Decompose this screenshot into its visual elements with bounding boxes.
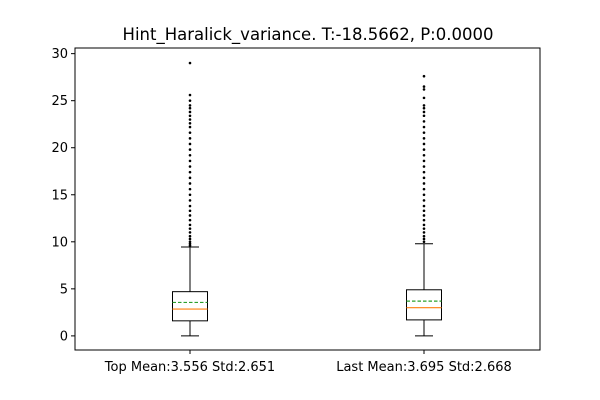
outlier-point — [188, 131, 192, 134]
outlier-point — [188, 148, 192, 151]
outlier-point — [422, 187, 426, 191]
outlier-point — [188, 193, 192, 197]
outlier-point — [422, 234, 426, 238]
outlier-point — [422, 137, 426, 140]
outlier-point — [422, 153, 426, 157]
y-tick-label: 0 — [60, 329, 68, 344]
outlier-point — [422, 199, 426, 202]
outlier-point — [422, 218, 426, 222]
outlier-point — [422, 96, 426, 100]
outlier-point — [188, 142, 192, 146]
plot-area: 0 5 10 15 20 25 30 Top Mean:3.556 Std:2.651 Last… — [51, 47, 541, 375]
outlier-point — [188, 159, 192, 163]
y-tick-label: 30 — [51, 47, 68, 62]
y-tick-label: 10 — [51, 235, 68, 250]
outlier-point — [422, 106, 426, 110]
outlier-point — [422, 142, 426, 146]
outlier-point — [188, 61, 192, 65]
outlier-point — [188, 214, 192, 217]
outlier-point — [422, 148, 426, 151]
outlier-point — [422, 182, 426, 185]
outlier-point — [422, 204, 426, 208]
outlier-point — [422, 231, 426, 234]
chart-title: Hint_Haralick_variance. T:-18.5662, P:0.… — [123, 25, 494, 45]
outlier-point — [422, 193, 426, 197]
outlier-point — [188, 231, 192, 234]
iqr-box — [406, 289, 442, 321]
outlier-point — [188, 170, 192, 174]
outlier-point — [422, 237, 426, 241]
outlier-point — [188, 121, 192, 125]
outlier-point — [188, 93, 192, 97]
outlier-point — [188, 182, 192, 185]
outlier-point — [422, 74, 426, 78]
outlier-point — [422, 176, 426, 180]
outlier-point — [422, 125, 426, 129]
outlier-point — [188, 234, 192, 238]
outlier-point — [422, 88, 426, 91]
outlier-point — [188, 125, 192, 129]
outlier-point — [422, 104, 426, 107]
outlier-point — [188, 223, 192, 227]
iqr-box — [172, 291, 208, 322]
outlier-point — [422, 131, 426, 134]
outlier-point — [188, 240, 192, 244]
outlier-point — [188, 227, 192, 230]
x-tick-label: Top Mean:3.556 Std:2.651 — [104, 360, 275, 375]
x-tick-label: Last Mean:3.695 Std:2.668 — [336, 360, 512, 375]
outlier-point — [188, 99, 192, 102]
outlier-point — [422, 85, 426, 88]
outlier-point — [188, 209, 192, 213]
outlier-point — [188, 244, 192, 247]
outlier-point — [188, 104, 192, 107]
outlier-point — [422, 159, 426, 163]
outlier-point — [188, 242, 192, 245]
outlier-point — [188, 106, 192, 110]
outlier-point — [422, 165, 426, 168]
outlier-point — [188, 187, 192, 191]
outlier-point — [188, 118, 192, 121]
outlier-point — [188, 137, 192, 140]
y-tick-label: 5 — [60, 282, 68, 297]
y-tick-label: 25 — [51, 94, 68, 109]
y-tick-label: 15 — [51, 188, 68, 203]
outlier-point — [422, 214, 426, 217]
outlier-point — [422, 120, 426, 123]
outlier-point — [422, 209, 426, 213]
outlier-point — [422, 114, 426, 118]
outlier-point — [422, 170, 426, 174]
outlier-point — [188, 165, 192, 168]
outlier-point — [188, 204, 192, 208]
outlier-point — [188, 199, 192, 202]
y-tick-label: 20 — [51, 141, 68, 156]
outlier-point — [422, 240, 426, 244]
outlier-point — [188, 218, 192, 222]
outlier-point — [188, 110, 192, 114]
outlier-point — [422, 227, 426, 230]
outlier-point — [188, 153, 192, 157]
axes-frame — [74, 47, 541, 351]
outlier-point — [188, 176, 192, 180]
outlier-point — [422, 110, 426, 114]
outlier-point — [188, 237, 192, 241]
outlier-point — [188, 114, 192, 118]
outlier-point — [422, 223, 426, 227]
